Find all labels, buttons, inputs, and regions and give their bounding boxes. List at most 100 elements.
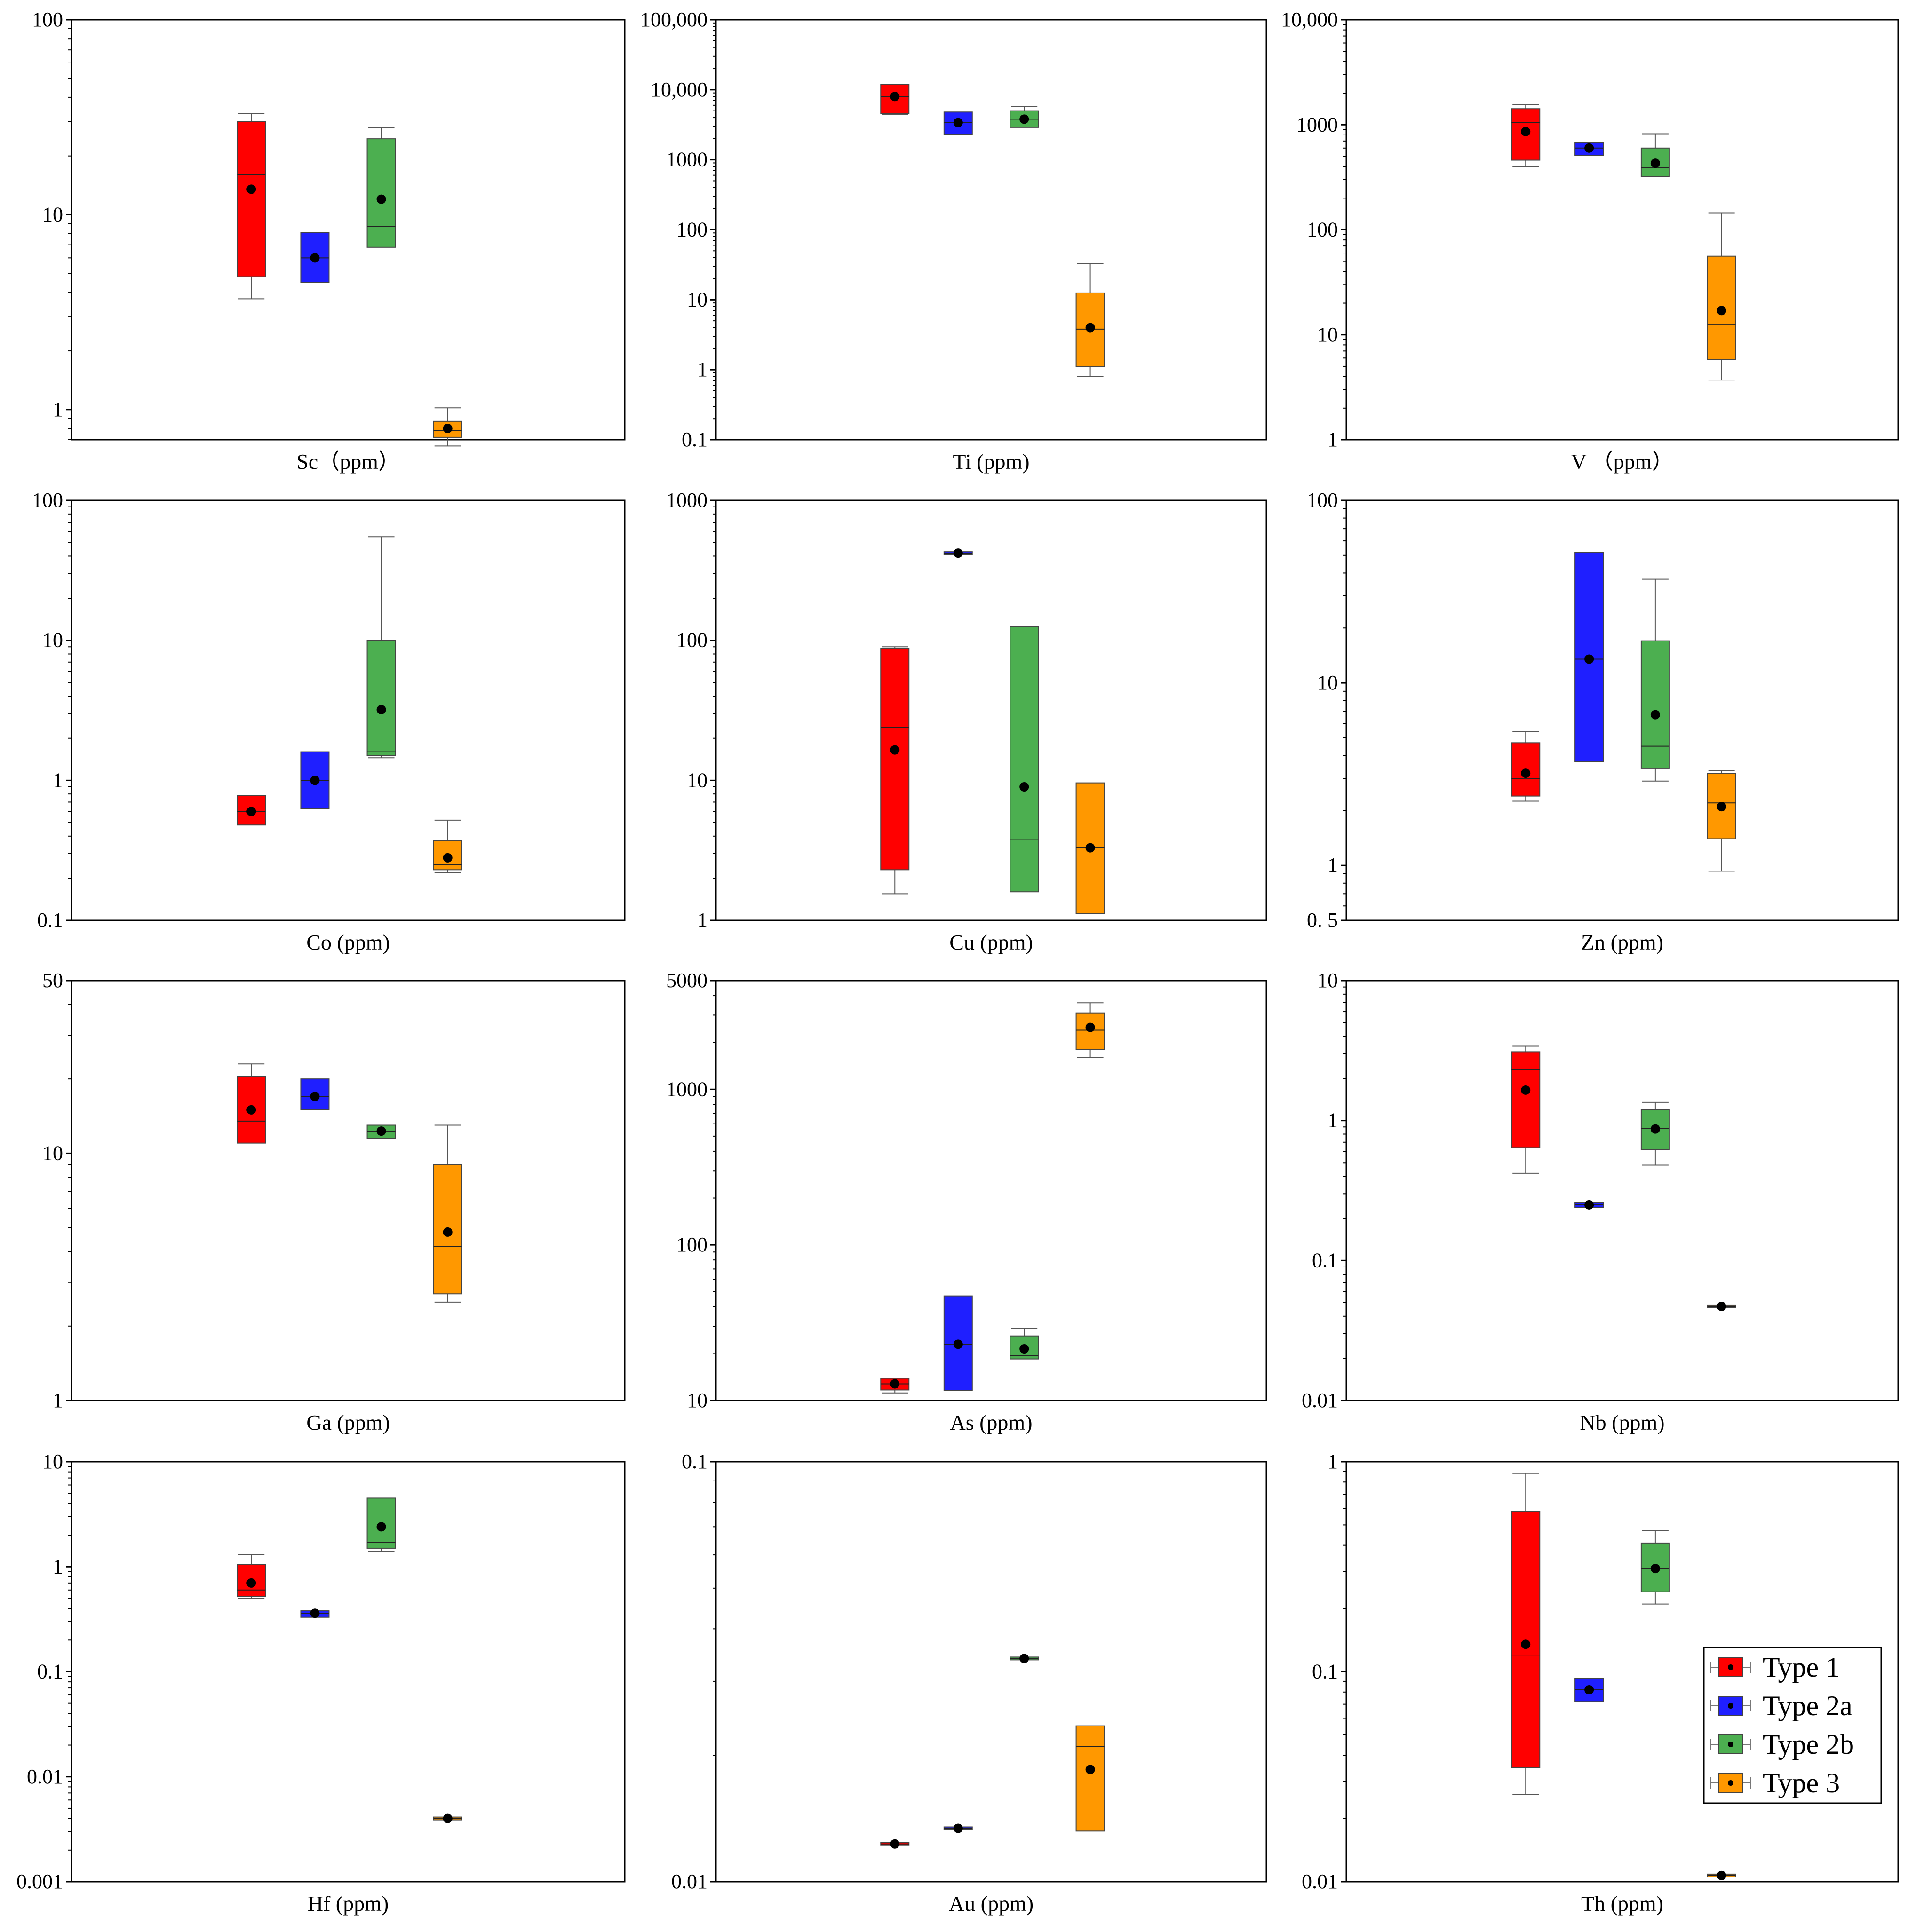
panel-cu-ppm-type-1-mean [890, 745, 900, 755]
panel-cu-ppm-type-2a-mean [953, 548, 963, 558]
panel-cu-ppm-tick-label-0: 1 [697, 909, 708, 932]
legend-label-type-1: Type 1 [1763, 1652, 1840, 1683]
panel-co-ppm-type-2b-mean [376, 705, 386, 714]
legend-marker [1728, 1664, 1733, 1670]
panel-as-ppm-type-3-mean [1085, 1022, 1095, 1032]
panel-cu-ppm-tick-label-2: 100 [676, 629, 708, 652]
panel-nb-ppm-tick-label-0: 0.01 [1302, 1389, 1338, 1412]
panel-th-ppm-type-1-mean [1521, 1639, 1531, 1649]
panel-cu-ppm-type-2b-mean [1019, 782, 1029, 792]
panel-ti-ppm-xlabel: Ti (ppm) [953, 450, 1029, 474]
panel-zn-ppm-frame [1345, 499, 1899, 921]
panel-hf-ppm-type-1-mean [246, 1578, 256, 1588]
panel-nb-ppm-xlabel: Nb (ppm) [1580, 1410, 1664, 1434]
panel-cu-ppm-type-1-box [880, 648, 910, 871]
panel-au-ppm-xlabel: Au (ppm) [949, 1892, 1034, 1916]
panel-au-ppm-tick-label-1: 0.1 [682, 1450, 708, 1473]
panel-cu-ppm: 1 10 100 1000 Cu (ppm) [666, 489, 1267, 954]
panel-co-ppm: 0.1 1 10 100 Co (ppm) [32, 489, 626, 954]
panel-cu-ppm-type-2b-box [1010, 626, 1039, 893]
panel-co-ppm-tick-label-3: 100 [32, 489, 63, 512]
panel-nb-ppm-type-2a-mean [1584, 1200, 1594, 1210]
panel-ga-ppm-type-1-mean [246, 1105, 256, 1115]
panel-au-ppm: 0.01 0.1 Au (ppm) [671, 1450, 1267, 1916]
panel-nb-ppm-frame [1345, 980, 1899, 1401]
panel-co-ppm-xlabel: Co (ppm) [306, 930, 390, 954]
panel-sc-ppm-type-2b-box [366, 138, 396, 248]
panel-zn-ppm-tick-label-1: 1 [1328, 854, 1338, 877]
legend-marker [1728, 1742, 1733, 1747]
panel-ti-ppm-tick-label-5: 10,000 [651, 78, 708, 101]
panel-cu-ppm-xlabel: Cu (ppm) [949, 930, 1033, 954]
panel-v-ppm-type-1-mean [1521, 127, 1531, 136]
panel-co-ppm-tick-label-2: 10 [42, 629, 63, 652]
panel-v-ppm-tick-label-0: 1 [1328, 428, 1338, 451]
panel-ti-ppm-type-2a-mean [953, 118, 963, 127]
panel-ga-ppm-frame [71, 980, 626, 1401]
panel-zn-ppm-type-1-mean [1521, 768, 1531, 778]
panel-hf-ppm-tick-label-0: 0.001 [16, 1870, 63, 1893]
panel-as-ppm-tick-label-0: 10 [687, 1389, 708, 1412]
panel-as-ppm-type-2a-mean [953, 1339, 963, 1349]
panel-hf-ppm: 0.001 0.01 0.1 1 10 Hf (ppm) [16, 1450, 626, 1916]
panel-th-ppm-tick-label-2: 1 [1328, 1450, 1338, 1473]
panel-nb-ppm-tick-label-2: 1 [1328, 1109, 1338, 1132]
panel-cu-ppm-type-3-mean [1085, 843, 1095, 853]
panel-ti-ppm-type-2b-mean [1019, 114, 1029, 124]
panel-sc-ppm-type-2b-mean [376, 194, 386, 204]
panel-au-ppm-frame [715, 1461, 1267, 1883]
legend-label-type-3: Type 3 [1763, 1767, 1840, 1798]
panel-ga-ppm-xlabel: Ga (ppm) [306, 1410, 390, 1434]
panel-ga-ppm-tick-label-1: 10 [42, 1141, 63, 1164]
panel-ti-ppm-tick-label-2: 10 [687, 288, 708, 311]
panel-nb-ppm-tick-label-1: 0.1 [1312, 1249, 1338, 1272]
panel-zn-ppm-type-2a-mean [1584, 654, 1594, 664]
panel-th-ppm-type-2a-mean [1584, 1685, 1594, 1694]
panel-nb-ppm-tick-label-3: 10 [1317, 969, 1338, 992]
panel-sc-ppm-tick-label-0: 1 [53, 398, 63, 421]
legend: Type 1 Type 2a Type 2b Type 3 [1703, 1647, 1882, 1804]
panel-as-ppm-tick-label-2: 1000 [666, 1077, 708, 1101]
panel-ga-ppm-tick-label-2: 50 [42, 969, 63, 992]
panel-cu-ppm-frame [715, 499, 1267, 921]
panel-au-ppm-type-2b-mean [1019, 1654, 1029, 1663]
panel-ga-ppm-tick-label-0: 1 [53, 1389, 63, 1412]
legend-label-type-2a: Type 2a [1763, 1690, 1852, 1721]
panel-co-ppm-type-1-mean [246, 807, 256, 816]
panel-hf-ppm-tick-label-4: 10 [42, 1450, 63, 1473]
panel-th-ppm-tick-label-1: 0.1 [1312, 1660, 1338, 1683]
panel-v-ppm-tick-label-3: 1000 [1296, 113, 1338, 136]
panel-th-ppm-tick-label-0: 0.01 [1302, 1870, 1338, 1893]
panel-ti-ppm-tick-label-4: 1000 [666, 148, 708, 171]
panel-zn-ppm-tick-label-0: 0. 5 [1307, 909, 1338, 932]
panel-ti-ppm-frame [715, 19, 1267, 441]
panel-nb-ppm-type-3-mean [1717, 1301, 1726, 1311]
legend-label-type-2b: Type 2b [1763, 1729, 1854, 1760]
panel-v-ppm-tick-label-1: 10 [1317, 323, 1338, 346]
legend-item-type-3: Type 3 [1710, 1767, 1840, 1798]
panel-v-ppm-type-2b-mean [1650, 158, 1660, 168]
panel-ga-ppm-type-2b-mean [376, 1126, 386, 1136]
panel-co-ppm-type-2b-box [366, 640, 396, 756]
panel-sc-ppm-type-2a-mean [310, 253, 320, 263]
panel-th-ppm-type-3-mean [1717, 1870, 1726, 1880]
panel-v-ppm-tick-label-2: 100 [1307, 218, 1338, 241]
panel-cu-ppm-tick-label-3: 1000 [666, 489, 708, 512]
panel-th-ppm-xlabel: Th (ppm) [1581, 1892, 1663, 1916]
legend-item-type-1: Type 1 [1710, 1652, 1840, 1683]
panel-co-ppm-type-3-mean [443, 853, 453, 863]
panel-ga-ppm: 1 10 50 Ga (ppm) [42, 969, 626, 1434]
panel-au-ppm-type-3-mean [1085, 1765, 1095, 1774]
legend-marker [1728, 1703, 1733, 1709]
panel-hf-ppm-type-2b-mean [376, 1522, 386, 1532]
panel-zn-ppm-type-2b-mean [1650, 710, 1660, 720]
panel-as-ppm: 10 100 1000 5000 As (ppm) [666, 969, 1267, 1434]
panel-as-ppm-tick-label-1: 100 [676, 1233, 708, 1256]
panel-ti-ppm-type-3-mean [1085, 323, 1095, 333]
panel-ti-ppm-tick-label-3: 100 [676, 218, 708, 241]
panel-ti-ppm-type-1-mean [890, 92, 900, 102]
panel-co-ppm-tick-label-1: 1 [53, 768, 63, 792]
legend-marker [1728, 1780, 1733, 1786]
panel-zn-ppm-xlabel: Zn (ppm) [1581, 930, 1663, 954]
